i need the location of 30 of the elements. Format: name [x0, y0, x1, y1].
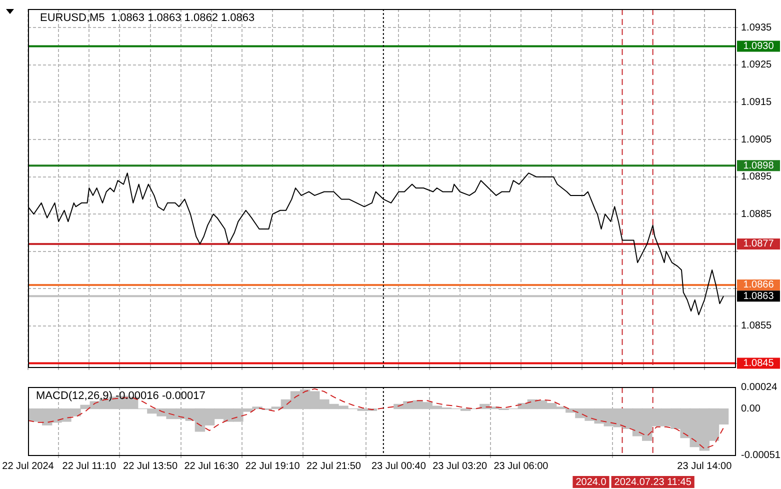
y-tick-label: 1.0855 — [741, 320, 772, 332]
y-tick-label: 0.00 — [741, 404, 761, 415]
ref-line-label: 2024.07.23 11:45 — [614, 476, 692, 488]
ref-line-label: 1.0930 — [743, 41, 774, 52]
chart-title: MACD(12,26,9) -0.00016 -0.00017 — [36, 390, 206, 402]
ref-line-label: 1.0866 — [743, 280, 774, 291]
x-tick-label: 23 Jul 06:00 — [494, 460, 549, 472]
y-tick-label: 1.0915 — [741, 96, 772, 108]
x-tick-label: 22 Jul 21:50 — [306, 460, 362, 472]
ref-line-label: 1.0898 — [743, 160, 774, 172]
ref-line-label: 1.0845 — [743, 358, 774, 370]
y-tick-label: 1.0895 — [741, 172, 772, 183]
y-tick-label: 1.0885 — [741, 208, 772, 220]
x-tick-label: 23 Jul 14:00 — [677, 460, 732, 472]
x-tick-label: 22 Jul 2024 — [2, 460, 54, 472]
x-tick-label: 22 Jul 16:30 — [184, 460, 240, 472]
y-tick-label: 1.0925 — [741, 60, 772, 71]
x-tick-label: 23 Jul 03:20 — [432, 460, 488, 472]
ref-line-label: 1.0877 — [743, 238, 774, 250]
x-tick-label: 22 Jul 13:50 — [123, 460, 178, 472]
ref-line-label: 2024.0 — [576, 476, 607, 488]
x-tick-label: 22 Jul 19:10 — [245, 460, 300, 472]
x-tick-label: 22 Jul 11:10 — [62, 460, 116, 472]
y-tick-label: 0.00024 — [741, 382, 778, 393]
chart-title: EURUSD,M5 1.0863 1.0863 1.0862 1.0863 — [40, 12, 255, 24]
y-tick-label: 1.0905 — [741, 134, 772, 146]
y-tick-label: -0.00051 — [741, 450, 781, 461]
x-tick-label: 23 Jul 00:40 — [371, 460, 426, 472]
y-tick-label: 1.0935 — [741, 22, 772, 34]
ref-line-label: 1.0863 — [743, 290, 774, 302]
